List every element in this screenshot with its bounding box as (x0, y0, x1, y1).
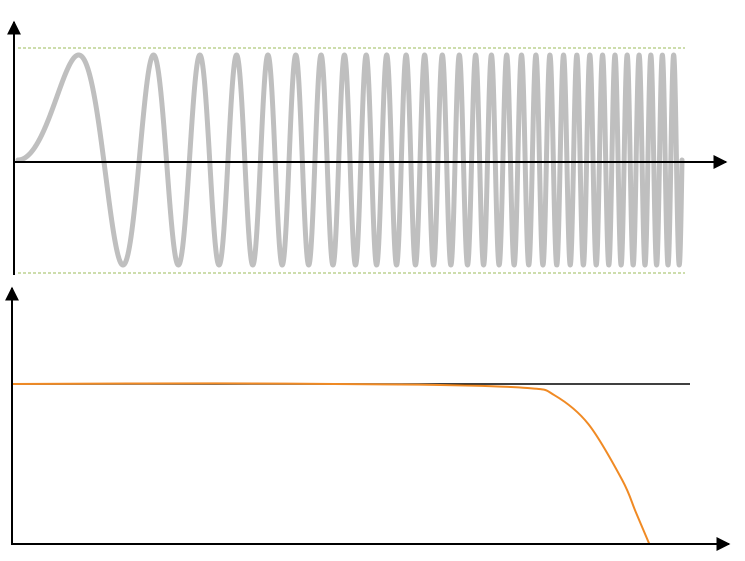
frequency-response-curve (11, 382, 651, 545)
bottom-panel (4, 286, 731, 551)
chirp-signal-curve (15, 52, 685, 268)
top-panel (6, 20, 728, 275)
